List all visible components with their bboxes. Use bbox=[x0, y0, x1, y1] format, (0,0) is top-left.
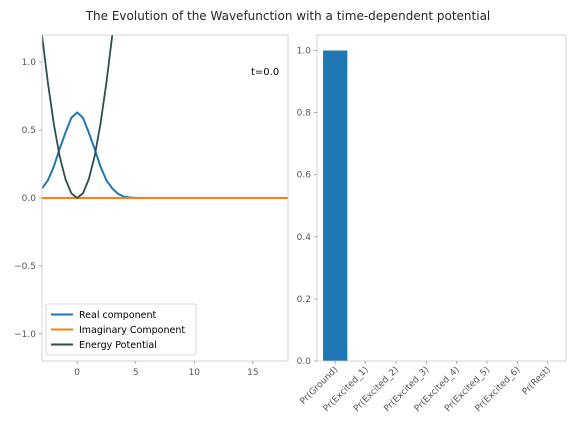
y-tick-label: 0.5 bbox=[22, 126, 36, 136]
x-tick-label: 10 bbox=[189, 368, 201, 378]
legend-label-imaginary: Imaginary Component bbox=[79, 325, 185, 336]
left-axes: 0 5 10 15 −1.0 −0.5 0.0 0.5 1.0 t=0.0 Real compo… bbox=[14, 34, 289, 378]
x-tick-label: 15 bbox=[247, 368, 258, 378]
y-tick-label: 0.0 bbox=[22, 194, 37, 204]
y-tick-label: 1.0 bbox=[22, 58, 37, 68]
x-tick-label: 0 bbox=[74, 368, 80, 378]
legend-box bbox=[45, 303, 197, 356]
x-tick-label: 5 bbox=[133, 368, 139, 378]
left-series-group bbox=[42, 35, 288, 199]
right-plot-area bbox=[317, 35, 566, 361]
right-axes-frame bbox=[316, 34, 567, 362]
right-axes: 0.00.20.40.60.81.0Pr(Ground)Pr(Excited_1… bbox=[297, 34, 567, 414]
bar bbox=[323, 50, 348, 362]
y-tick-label: 0.0 bbox=[297, 357, 312, 367]
y-tick-label: 0.6 bbox=[297, 171, 312, 181]
time-annotation: t=0.0 bbox=[251, 67, 279, 78]
y-tick-label: −0.5 bbox=[14, 262, 36, 272]
series-line-2 bbox=[42, 35, 114, 199]
y-tick-label: 0.8 bbox=[297, 109, 312, 119]
y-tick-label: 1.0 bbox=[297, 47, 312, 57]
category-label: Pr(Rest) bbox=[521, 365, 553, 397]
figure-title: The Evolution of the Wavefunction with a… bbox=[85, 9, 491, 23]
legend-label-real: Real component bbox=[79, 310, 157, 321]
legend-label-potential: Energy Potential bbox=[79, 340, 157, 351]
legend: Real component Imaginary Component Energ… bbox=[45, 303, 197, 356]
left-ticks-group: 0 5 10 15 −1.0 −0.5 0.0 0.5 1.0 bbox=[14, 58, 258, 378]
y-tick-label: −1.0 bbox=[14, 330, 36, 340]
y-tick-label: 0.4 bbox=[297, 233, 312, 243]
y-tick-label: 0.2 bbox=[297, 295, 311, 305]
right-bars-group bbox=[323, 50, 348, 362]
